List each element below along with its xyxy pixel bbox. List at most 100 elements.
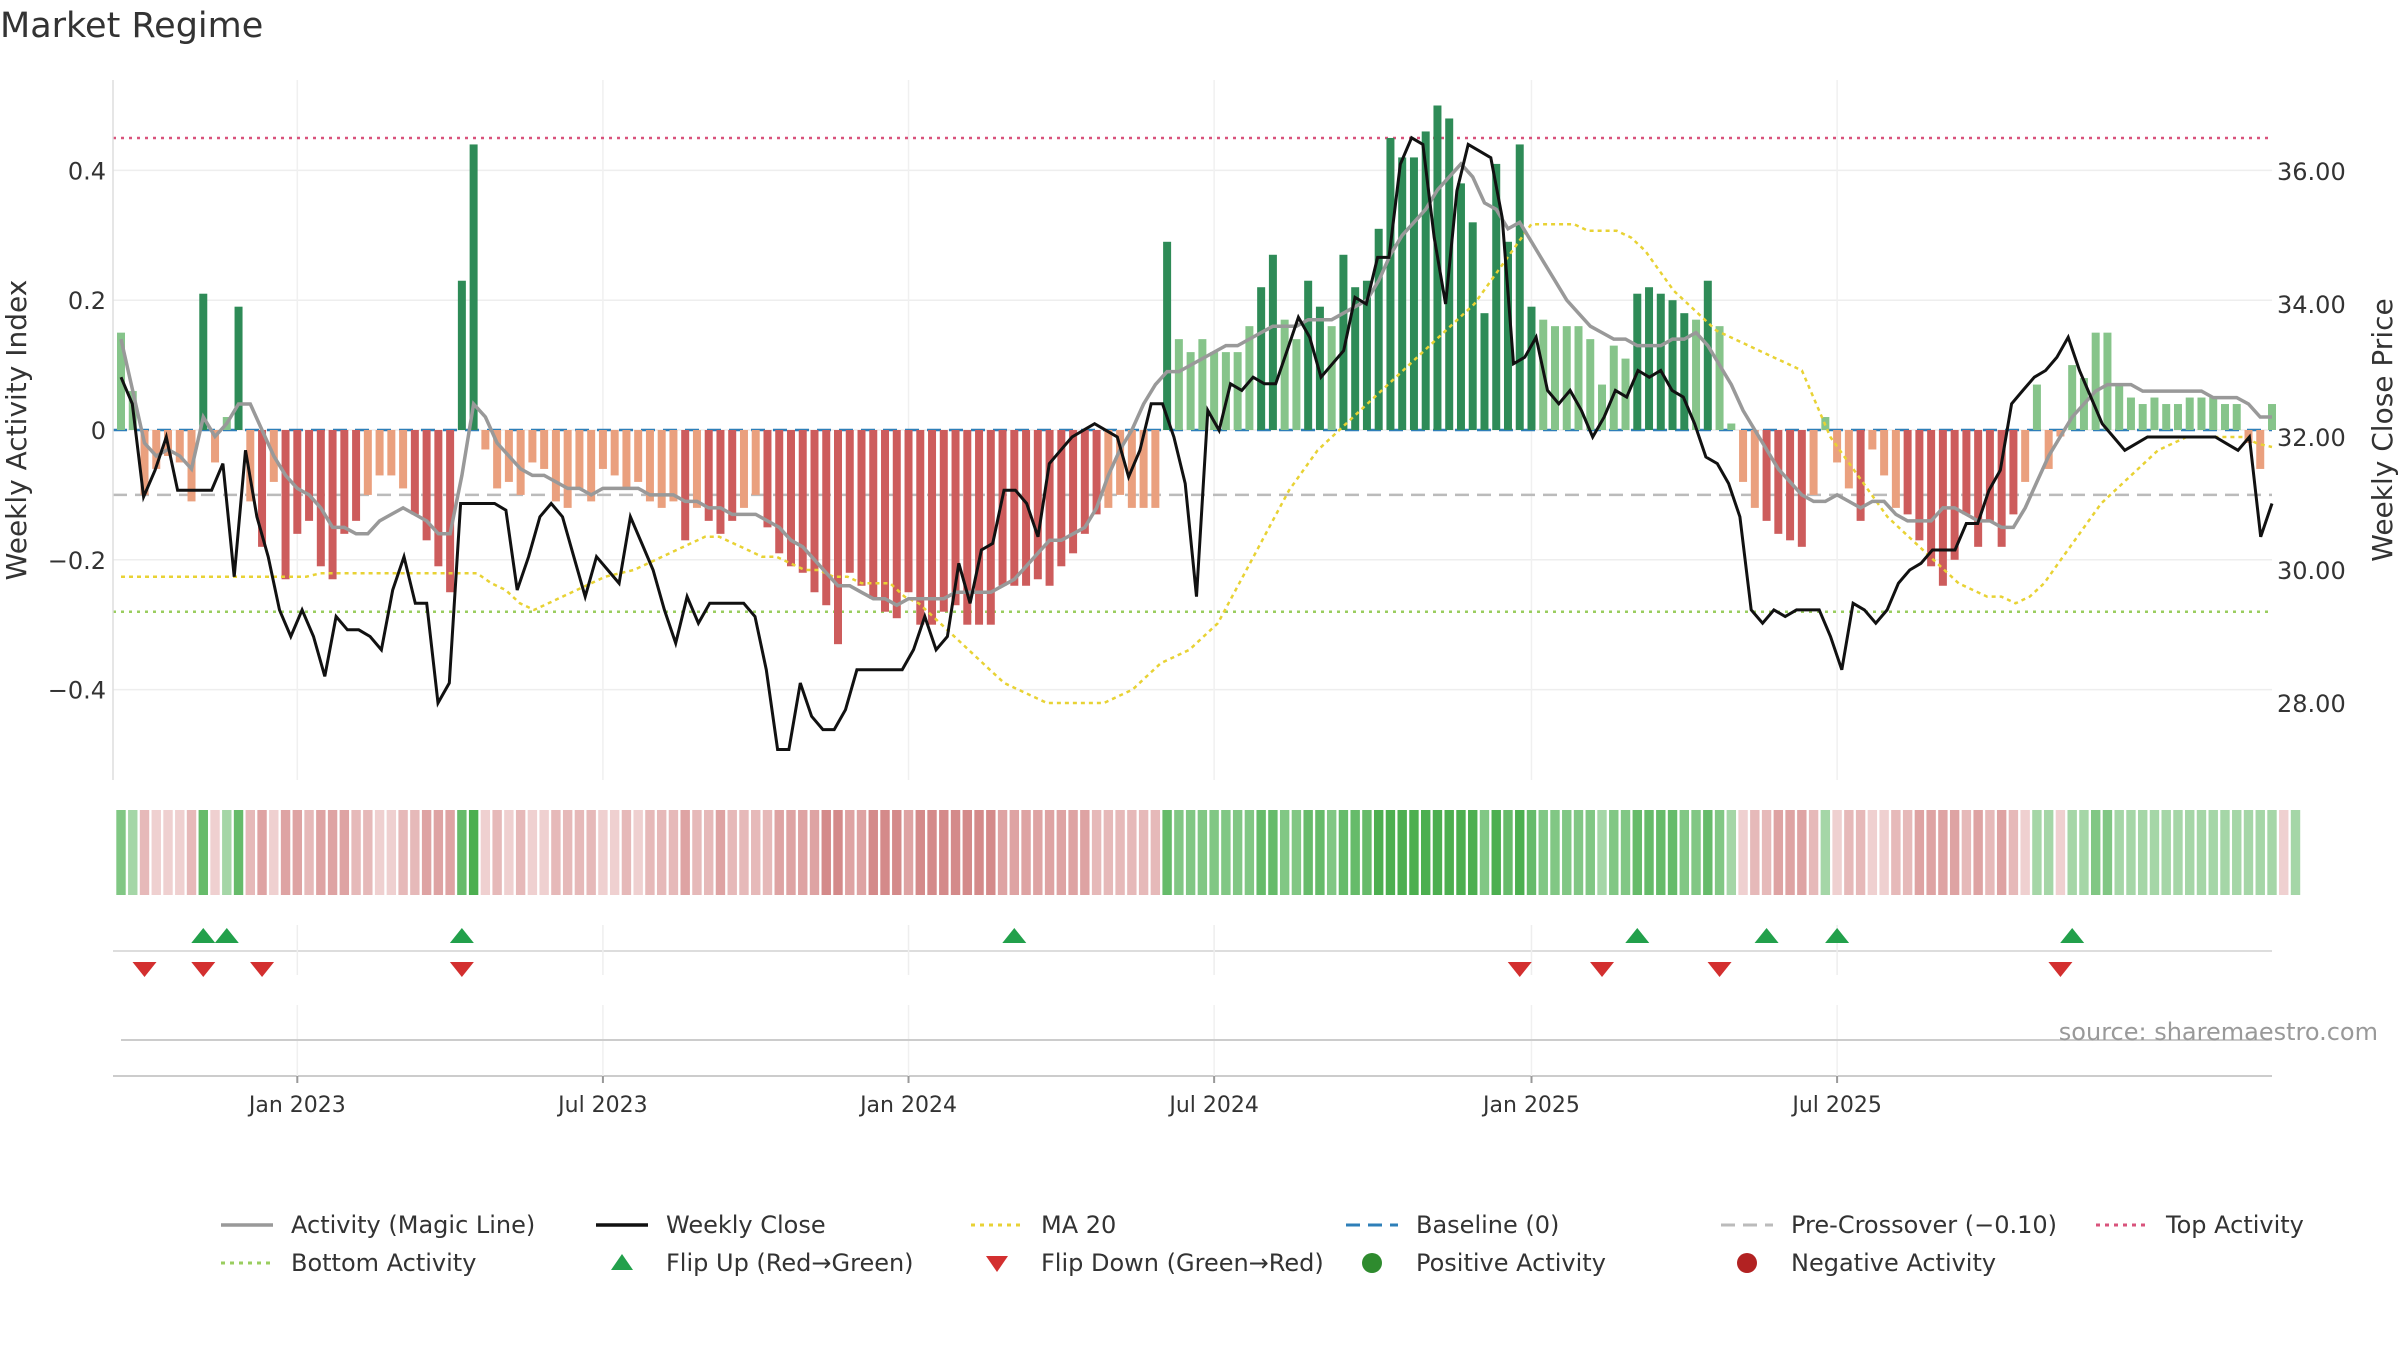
regime-cell bbox=[739, 810, 749, 895]
regime-cell bbox=[351, 810, 361, 895]
activity-bar bbox=[857, 430, 866, 586]
activity-bar bbox=[493, 430, 502, 489]
flip-down-marker bbox=[191, 962, 216, 977]
regime-cell bbox=[715, 810, 726, 895]
activity-bar bbox=[234, 306, 243, 430]
regime-cell bbox=[2090, 810, 2101, 895]
x-tick-label: Jan 2024 bbox=[858, 1093, 957, 1118]
regime-cell bbox=[1973, 810, 1983, 895]
activity-bar bbox=[786, 430, 795, 567]
activity-bar bbox=[328, 430, 337, 580]
y-tick-label-left: 0 bbox=[91, 417, 106, 445]
activity-bar bbox=[410, 430, 419, 515]
regime-cell bbox=[363, 810, 373, 895]
regime-cell bbox=[1315, 810, 1325, 895]
y-tick-label-left: 0.2 bbox=[68, 287, 106, 315]
regime-cell bbox=[1350, 810, 1360, 895]
regime-cell bbox=[245, 810, 255, 895]
regime-cell bbox=[257, 810, 267, 895]
activity-bar bbox=[199, 293, 208, 430]
activity-bar bbox=[1069, 430, 1078, 554]
regime-cell bbox=[292, 810, 303, 895]
activity-bar bbox=[2150, 397, 2159, 430]
axes: 0.4 0.2 0 −0.2 −0.4 36.00 34.00 32.00 30.00 28.00… bbox=[48, 80, 2346, 1118]
regime-cell bbox=[2208, 810, 2218, 895]
regime-cell bbox=[2149, 810, 2160, 895]
series-lines bbox=[119, 135, 2274, 751]
activity-bar bbox=[422, 430, 431, 541]
flip-up-marker bbox=[449, 928, 474, 943]
activity-bar bbox=[1974, 430, 1983, 547]
activity-bar bbox=[2068, 365, 2077, 430]
activity-bar bbox=[1609, 345, 1618, 430]
flip-down-marker bbox=[250, 962, 275, 977]
regime-cell bbox=[128, 810, 138, 895]
activity-bar bbox=[540, 430, 549, 469]
activity-bar bbox=[587, 430, 596, 502]
activity-bar bbox=[1891, 430, 1900, 508]
activity-bar bbox=[1257, 287, 1266, 430]
activity-bar bbox=[1139, 430, 1148, 508]
activity-bar bbox=[692, 430, 701, 508]
flip-down-marker bbox=[1507, 962, 1532, 977]
activity-bar bbox=[481, 430, 490, 450]
activity-bar bbox=[1374, 228, 1383, 430]
regime-cell bbox=[574, 810, 585, 895]
legend-label: MA 20 bbox=[1041, 1211, 1116, 1239]
regime-cell bbox=[504, 810, 514, 895]
regime-cell bbox=[1127, 810, 1137, 895]
regime-cell bbox=[1044, 810, 1055, 895]
regime-cell bbox=[1667, 810, 1678, 895]
regime-cell bbox=[1738, 810, 1748, 895]
activity-bar bbox=[763, 430, 772, 528]
activity-bar bbox=[1868, 430, 1877, 450]
regime-cell bbox=[1961, 810, 1972, 895]
regime-cell bbox=[1373, 810, 1384, 895]
legend-swatch bbox=[1737, 1253, 1757, 1273]
regime-cell bbox=[457, 810, 467, 895]
activity-bar bbox=[704, 430, 713, 521]
activity-bar bbox=[1092, 430, 1101, 515]
regime-cell bbox=[1432, 810, 1443, 895]
regime-cell bbox=[950, 810, 961, 895]
regime-cell bbox=[939, 810, 949, 895]
regime-cell bbox=[1468, 810, 1478, 895]
activity-bar bbox=[1950, 430, 1959, 560]
activity-bar bbox=[728, 430, 737, 521]
activity-bar bbox=[645, 430, 654, 502]
activity-bar bbox=[1304, 280, 1313, 430]
activity-bar bbox=[1598, 384, 1607, 430]
regime-cell bbox=[821, 810, 831, 895]
regime-cell bbox=[1421, 810, 1431, 895]
regime-cell bbox=[1479, 810, 1490, 895]
regime-cell bbox=[1232, 810, 1243, 895]
activity-bar bbox=[469, 144, 478, 430]
legend-label: Flip Up (Red→Green) bbox=[666, 1249, 914, 1277]
regime-cell bbox=[786, 810, 796, 895]
activity-bar bbox=[775, 430, 784, 554]
activity-bar bbox=[1985, 430, 1994, 521]
regime-cell bbox=[2114, 810, 2124, 895]
activity-bar bbox=[1163, 241, 1172, 430]
activity-bar bbox=[881, 430, 890, 612]
legend-label: Baseline (0) bbox=[1416, 1211, 1559, 1239]
flip-up-marker bbox=[214, 928, 239, 943]
magic-line bbox=[119, 161, 2272, 608]
flip-down-marker bbox=[449, 962, 474, 977]
regime-cell bbox=[210, 810, 220, 895]
activity-bar bbox=[1010, 430, 1019, 586]
regime-cell bbox=[927, 810, 937, 895]
activity-bar bbox=[1116, 430, 1125, 495]
flip-down-marker bbox=[132, 962, 157, 977]
flip-down-marker bbox=[1707, 962, 1732, 977]
regime-cell bbox=[798, 810, 808, 895]
activity-bar bbox=[1715, 326, 1724, 430]
activity-bar bbox=[1174, 339, 1183, 430]
regime-cell bbox=[2055, 810, 2066, 895]
activity-bar bbox=[975, 430, 984, 625]
activity-bar bbox=[2185, 397, 2194, 430]
regime-cell bbox=[398, 810, 408, 895]
regime-cell bbox=[1691, 810, 1701, 895]
regime-cell bbox=[1832, 810, 1842, 895]
bottom-panel bbox=[121, 1005, 2272, 1076]
